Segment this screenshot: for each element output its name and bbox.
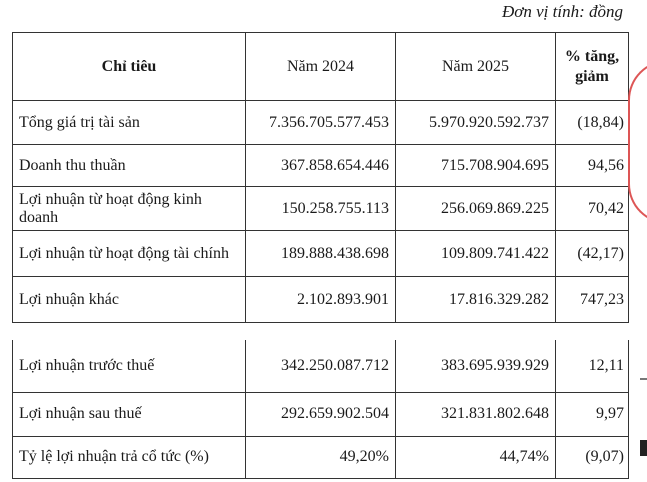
edge-mark — [640, 440, 647, 456]
header-indicator: Chỉ tiêu — [12, 32, 246, 101]
indicator-cell: Lợi nhuận sau thuế — [12, 391, 246, 437]
change-cell: (9,07) — [555, 435, 629, 479]
value-2024-cell: 7.356.705.577.453 — [245, 100, 396, 145]
value-2025-cell: 44,74% — [395, 435, 556, 479]
value-2024-cell: 2.102.893.901 — [245, 276, 396, 323]
table-row: Tổng giá trị tài sản 7.356.705.577.453 5.9… — [12, 100, 629, 145]
value-2024-cell: 292.659.902.504 — [245, 391, 396, 437]
indicator-cell: Doanh thu thuần — [12, 144, 246, 187]
change-cell: 94,56 — [555, 144, 629, 187]
table-row: Lợi nhuận trước thuế 342.250.087.712 383.6… — [12, 340, 629, 393]
change-cell: 12,11 — [555, 340, 629, 393]
value-2024-cell: 367.858.654.446 — [245, 144, 396, 187]
table-row: Tỷ lệ lợi nhuận trả cổ tức (%) 49,20% 44,7… — [12, 435, 629, 479]
indicator-cell: Tổng giá trị tài sản — [12, 100, 246, 145]
header-change: % tăng, giảm — [555, 32, 629, 101]
table-row: Lợi nhuận từ hoạt động kinh doanh 150.258… — [12, 186, 629, 231]
value-2024-cell: 150.258.755.113 — [245, 186, 396, 231]
table-row: Lợi nhuận từ hoạt động tài chính 189.888.… — [12, 230, 629, 277]
financial-table-top: Chỉ tiêu Năm 2024 Năm 2025 % tăng, giảm … — [12, 32, 629, 323]
value-2024-cell: 49,20% — [245, 435, 396, 479]
value-2024-cell: 342.250.087.712 — [245, 340, 396, 393]
change-cell: 747,23 — [555, 276, 629, 323]
header-2024: Năm 2024 — [245, 32, 396, 101]
value-2025-cell: 17.816.329.282 — [395, 276, 556, 323]
value-2025-cell: 5.970.920.592.737 — [395, 100, 556, 145]
header-2025: Năm 2025 — [395, 32, 556, 101]
change-cell: (18,84) — [555, 100, 629, 145]
company-stamp — [628, 60, 647, 224]
indicator-cell: Lợi nhuận từ hoạt động tài chính — [12, 230, 246, 277]
value-2025-cell: 321.831.802.648 — [395, 391, 556, 437]
header-row: Chỉ tiêu Năm 2024 Năm 2025 % tăng, giảm — [12, 32, 629, 101]
table-row: Lợi nhuận khác 2.102.893.901 17.816.329.28… — [12, 276, 629, 323]
value-2025-cell: 109.809.741.422 — [395, 230, 556, 277]
value-2025-cell: 715.708.904.695 — [395, 144, 556, 187]
change-cell: 9,97 — [555, 391, 629, 437]
value-2024-cell: 189.888.438.698 — [245, 230, 396, 277]
unit-label: Đơn vị tính: đồng — [502, 2, 623, 21]
value-2025-cell: 383.695.939.929 — [395, 340, 556, 393]
change-cell: 70,42 — [555, 186, 629, 231]
indicator-cell: Lợi nhuận khác — [12, 276, 246, 323]
change-cell: (42,17) — [555, 230, 629, 277]
indicator-cell: Tỷ lệ lợi nhuận trả cổ tức (%) — [12, 435, 246, 479]
edge-mark — [640, 378, 647, 380]
financial-table-bottom: Lợi nhuận trước thuế 342.250.087.712 383.6… — [12, 340, 629, 479]
table-row: Lợi nhuận sau thuế 292.659.902.504 321.831… — [12, 391, 629, 437]
indicator-cell: Lợi nhuận từ hoạt động kinh doanh — [12, 186, 246, 231]
indicator-cell: Lợi nhuận trước thuế — [12, 340, 246, 393]
value-2025-cell: 256.069.869.225 — [395, 186, 556, 231]
table-row: Doanh thu thuần 367.858.654.446 715.708.90… — [12, 144, 629, 187]
